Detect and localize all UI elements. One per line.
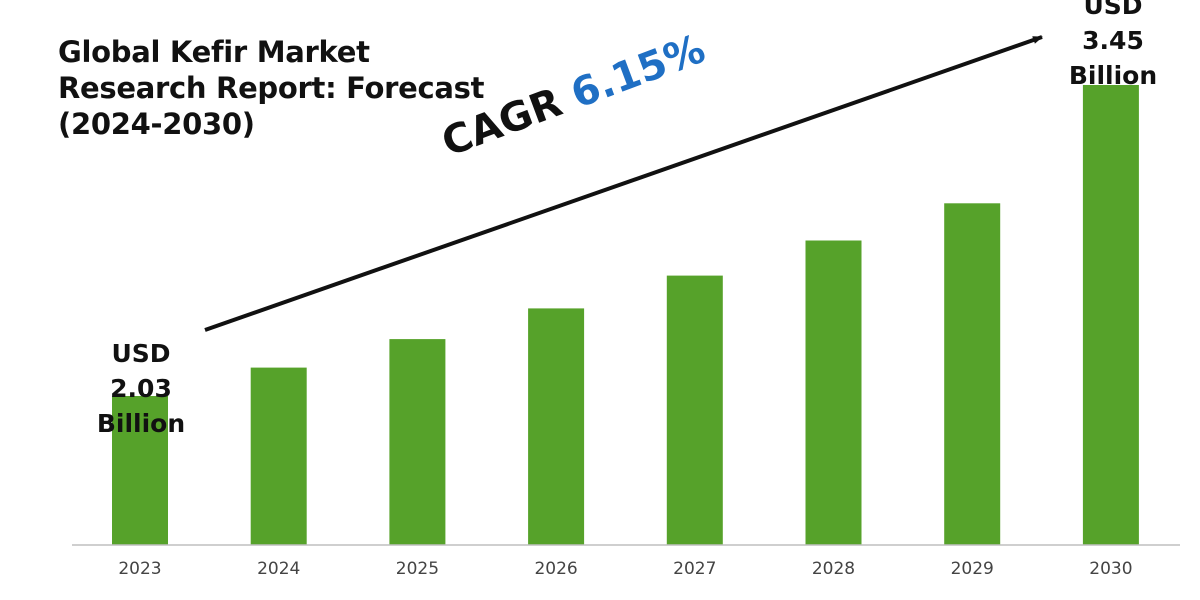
chart-title: Global Kefir Market Research Report: For… bbox=[58, 34, 498, 142]
start-callout-value: 2.03 bbox=[110, 374, 172, 403]
bar-2025 bbox=[389, 339, 446, 545]
bar-2028 bbox=[805, 240, 862, 545]
x-tick-label-2029: 2029 bbox=[951, 559, 994, 579]
end-callout-currency: USD bbox=[1083, 0, 1143, 20]
bar-2024 bbox=[250, 367, 307, 545]
x-tick-labels: 2023 2024 2025 2026 2027 2028 2029 2030 bbox=[118, 559, 1132, 579]
end-callout-value: 3.45 bbox=[1082, 26, 1144, 55]
x-tick-label-2026: 2026 bbox=[534, 559, 577, 579]
end-callout-unit: Billion bbox=[1068, 61, 1158, 90]
start-callout-currency: USD bbox=[111, 339, 171, 368]
x-tick-label-2027: 2027 bbox=[673, 559, 716, 579]
x-tick-label-2030: 2030 bbox=[1089, 559, 1132, 579]
chart-title-line-2: Research Report: Forecast bbox=[58, 71, 485, 105]
bar-2023 bbox=[112, 396, 168, 545]
x-tick-label-2025: 2025 bbox=[396, 559, 439, 579]
cagr-trend-arrow bbox=[204, 35, 1043, 332]
bar-2026 bbox=[528, 308, 585, 545]
x-tick-label-2023: 2023 bbox=[118, 559, 161, 579]
start-value-callout: USD 2.03 Billion bbox=[86, 336, 196, 441]
start-callout-unit: Billion bbox=[96, 409, 186, 438]
chart-title-line-3: (2024-2030) bbox=[58, 107, 255, 141]
chart-title-line-1: Global Kefir Market bbox=[58, 35, 370, 69]
bar-2030 bbox=[1082, 85, 1139, 545]
bars-group bbox=[112, 85, 1139, 546]
bar-2029 bbox=[944, 203, 1001, 546]
x-tick-label-2024: 2024 bbox=[257, 559, 300, 579]
x-tick-label-2028: 2028 bbox=[812, 559, 855, 579]
end-value-callout: USD 3.45 Billion bbox=[1058, 0, 1168, 93]
bar-2027 bbox=[666, 275, 723, 545]
